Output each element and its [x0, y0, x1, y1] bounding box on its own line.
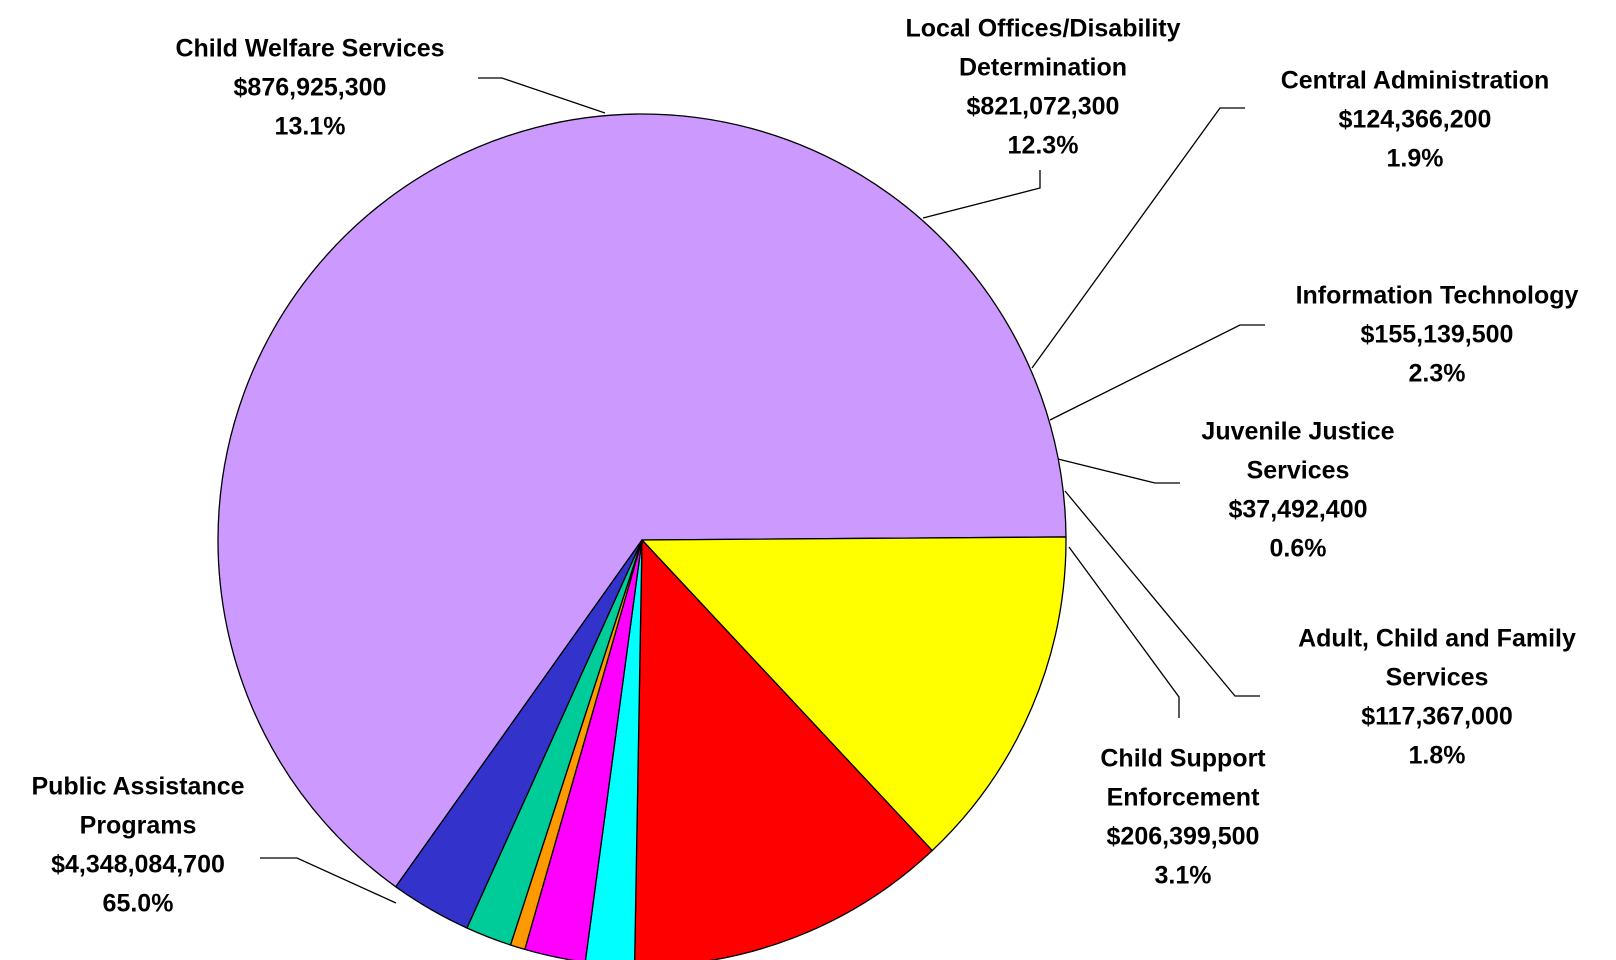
central-administration-percent: 1.9%: [1387, 145, 1444, 173]
information-technology-percent: 2.3%: [1409, 360, 1466, 388]
local-offices-disability-determination-name-line: Determination: [959, 54, 1127, 82]
information-technology-name-line: Information Technology: [1296, 282, 1579, 310]
slice-public-assistance-programs: [217, 113, 1067, 888]
label-public-assistance-programs: Public Assistance Programs $4,348,084,700 6…: [31, 773, 244, 918]
central-administration-name-line: Central Administration: [1281, 67, 1550, 95]
leader-line-child-welfare-services: [478, 77, 606, 114]
slice-labels: Public Assistance Programs $4,348,084,700 6…: [31, 15, 1578, 918]
local-offices-disability-determination-percent: 12.3%: [1008, 132, 1079, 160]
juvenile-justice-services-percent: 0.6%: [1270, 535, 1327, 563]
leader-line-central-administration: [1031, 107, 1245, 369]
slice-child-welfare-services: [641, 536, 1067, 852]
child-support-enforcement-name-line: Child Support: [1100, 745, 1266, 773]
child-support-enforcement-name-line: Enforcement: [1107, 784, 1260, 812]
adult-child-and-family-services-name-line: Services: [1386, 664, 1489, 692]
child-welfare-services-name-line: Child Welfare Services: [175, 35, 444, 63]
adult-child-and-family-services-amount: $117,367,000: [1361, 703, 1513, 731]
adult-child-and-family-services-percent: 1.8%: [1409, 742, 1466, 770]
pie-slices: [217, 113, 1067, 960]
public-assistance-programs-percent: 65.0%: [103, 890, 174, 918]
slice-child-support-enforcement: [395, 539, 643, 929]
public-assistance-programs-name-line: Public Assistance: [31, 773, 244, 801]
juvenile-justice-services-name-line: Juvenile Justice: [1201, 418, 1394, 446]
label-local-offices-disability-determination: Local Offices/Disability Determination $82…: [905, 15, 1180, 160]
adult-child-and-family-services-name-line: Adult, Child and Family: [1298, 625, 1576, 653]
label-information-technology: Information Technology $155,139,500 2.3%: [1296, 282, 1579, 388]
child-welfare-services-amount: $876,925,300: [234, 74, 387, 102]
label-child-support-enforcement: Child Support Enforcement $206,399,500 3.1%: [1100, 745, 1266, 890]
label-child-welfare-services: Child Welfare Services $876,925,300 13.1%: [175, 35, 444, 141]
child-welfare-services-percent: 13.1%: [275, 113, 346, 141]
public-assistance-programs-name-line: Programs: [80, 812, 197, 840]
label-juvenile-justice-services: Juvenile Justice Services $37,492,400 0.6%: [1201, 418, 1394, 563]
central-administration-amount: $124,366,200: [1339, 106, 1492, 134]
leader-lines: [260, 77, 1265, 904]
juvenile-justice-services-amount: $37,492,400: [1228, 496, 1367, 524]
leader-line-local-offices-disability-determination: [922, 170, 1041, 219]
leader-line-adult-child-and-family-services: [1064, 490, 1260, 697]
local-offices-disability-determination-amount: $821,072,300: [967, 93, 1120, 121]
leader-line-information-technology: [1049, 324, 1265, 421]
leader-line-child-support-enforcement: [1068, 546, 1180, 718]
leader-line-public-assistance-programs: [260, 857, 397, 904]
juvenile-justice-services-name-line: Services: [1247, 457, 1350, 485]
label-adult-child-and-family-services: Adult, Child and Family Services $117,367,…: [1298, 625, 1576, 770]
slice-local-offices-disability-determination: [634, 539, 933, 960]
child-support-enforcement-percent: 3.1%: [1155, 862, 1212, 890]
information-technology-amount: $155,139,500: [1361, 321, 1514, 349]
local-offices-disability-determination-name-line: Local Offices/Disability: [905, 15, 1180, 43]
leader-line-juvenile-justice-services: [1057, 458, 1180, 484]
child-support-enforcement-amount: $206,399,500: [1107, 823, 1260, 851]
label-central-administration: Central Administration $124,366,200 1.9%: [1281, 67, 1550, 173]
public-assistance-programs-amount: $4,348,084,700: [51, 851, 225, 879]
